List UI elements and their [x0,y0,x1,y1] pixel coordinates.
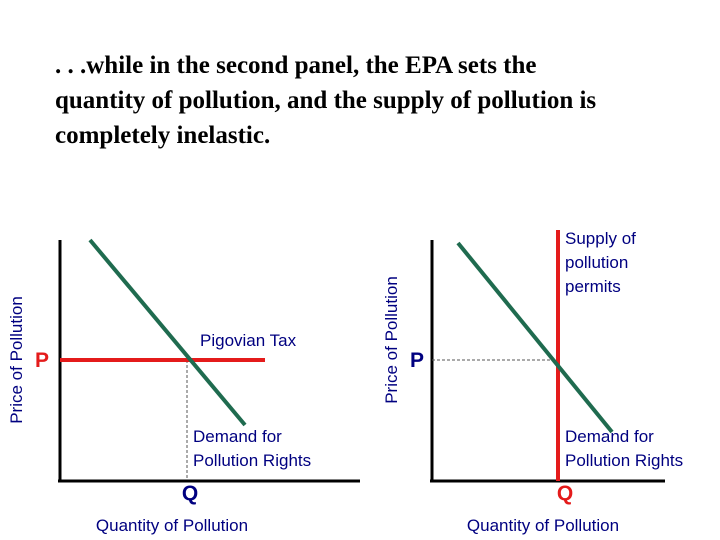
left-panel: Price of Pollution P Pigovian Tax Demand… [7,238,360,535]
demand-label: Demand for [565,427,654,446]
title-line: quantity of pollution, and the supply of… [55,87,596,114]
price-label: P [35,349,49,372]
supply-label: permits [565,277,621,296]
x-axis-label: Quantity of Pollution [96,516,248,535]
demand-curve [456,241,614,434]
demand-label: Pollution Rights [193,451,311,470]
price-label: P [410,349,424,372]
demand-label: Demand for [193,427,282,446]
demand-curve [88,238,247,427]
title-line: . . .while in the second panel, the EPA … [55,52,537,79]
demand-label: Pollution Rights [565,451,683,470]
quantity-label: Q [182,482,198,505]
y-axis-label: Price of Pollution [7,296,26,424]
supply-label: Supply of [565,229,636,248]
x-axis-label: Quantity of Pollution [467,516,619,535]
quantity-label: Q [557,482,573,505]
title-line: completely inelastic. [55,122,270,149]
right-panel: Price of Pollution P Supply of pollution… [382,229,683,535]
y-axis-label: Price of Pollution [382,276,401,404]
tax-label: Pigovian Tax [200,331,297,350]
supply-label: pollution [565,253,628,272]
